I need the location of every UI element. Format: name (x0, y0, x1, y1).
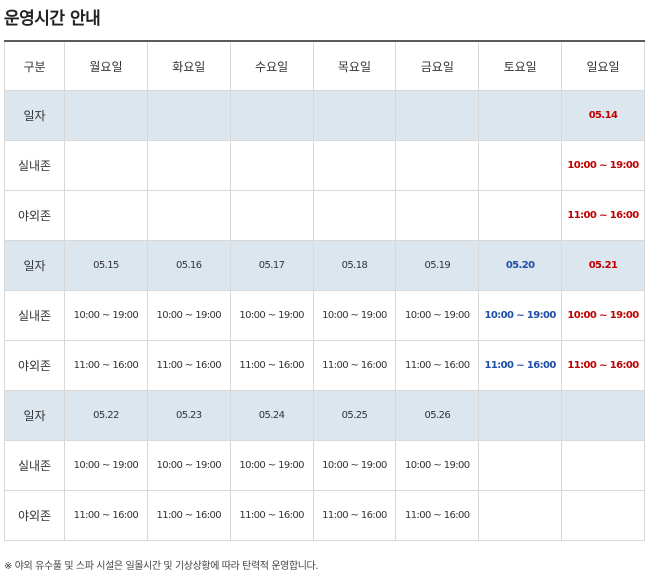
row-label: 실내존 (4, 290, 65, 341)
time-cell: 10:00 ~ 19:00 (146, 440, 231, 491)
date-cell: 05.19 (395, 240, 480, 291)
date-cell: 05.16 (146, 240, 231, 291)
time-cell: 10:00 ~ 19:00 (395, 440, 480, 491)
time-cell-saturday: 10:00 ~ 19:00 (478, 290, 563, 341)
row-label: 실내존 (4, 140, 65, 191)
time-cell-sunday (561, 440, 645, 491)
header-saturday: 토요일 (478, 40, 563, 91)
date-cell (146, 90, 231, 141)
time-cell (64, 190, 148, 241)
time-cell (146, 190, 231, 241)
time-cell (229, 190, 314, 241)
time-cell (229, 140, 314, 191)
date-cell: 05.17 (229, 240, 314, 291)
header-wednesday: 수요일 (229, 40, 314, 91)
date-cell (64, 90, 148, 141)
header-thursday: 목요일 (312, 40, 397, 91)
date-row: 일자 05.15 05.16 05.17 05.18 05.19 05.20 0… (4, 240, 645, 291)
date-cell-saturday: 05.20 (478, 240, 563, 291)
date-cell: 05.22 (64, 390, 148, 441)
time-cell: 11:00 ~ 16:00 (146, 340, 231, 391)
time-cell-sunday: 11:00 ~ 16:00 (561, 340, 645, 391)
date-cell (312, 90, 397, 141)
date-cell-sunday: 05.21 (561, 240, 645, 291)
header-friday: 금요일 (395, 40, 480, 91)
row-label: 야외존 (4, 340, 65, 391)
time-cell: 10:00 ~ 19:00 (395, 290, 480, 341)
time-cell: 10:00 ~ 19:00 (229, 440, 314, 491)
outdoor-row: 야외존 11:00 ~ 16:00 11:00 ~ 16:00 11:00 ~ … (4, 340, 645, 391)
time-cell: 11:00 ~ 16:00 (229, 490, 314, 541)
date-cell: 05.26 (395, 390, 480, 441)
time-cell-sunday: 11:00 ~ 16:00 (561, 190, 645, 241)
header-row: 구분 월요일 화요일 수요일 목요일 금요일 토요일 일요일 (4, 40, 645, 91)
time-cell-saturday (478, 190, 563, 241)
time-cell-sunday: 10:00 ~ 19:00 (561, 290, 645, 341)
time-cell: 10:00 ~ 19:00 (229, 290, 314, 341)
time-cell: 11:00 ~ 16:00 (312, 340, 397, 391)
time-cell: 10:00 ~ 19:00 (146, 290, 231, 341)
header-tuesday: 화요일 (146, 40, 231, 91)
time-cell (395, 140, 480, 191)
time-cell-saturday (478, 140, 563, 191)
time-cell-saturday: 11:00 ~ 16:00 (478, 340, 563, 391)
time-cell-saturday (478, 440, 563, 491)
outdoor-row: 야외존 11:00 ~ 16:00 (4, 190, 645, 241)
indoor-row: 실내존 10:00 ~ 19:00 10:00 ~ 19:00 10:00 ~ … (4, 440, 645, 491)
time-cell (395, 190, 480, 241)
date-row: 일자 05.22 05.23 05.24 05.25 05.26 (4, 390, 645, 441)
row-label: 일자 (4, 390, 65, 441)
time-cell: 11:00 ~ 16:00 (64, 490, 148, 541)
date-cell: 05.18 (312, 240, 397, 291)
date-cell: 05.23 (146, 390, 231, 441)
date-cell-sunday (561, 390, 645, 441)
date-cell-saturday (478, 390, 563, 441)
time-cell: 10:00 ~ 19:00 (64, 440, 148, 491)
time-cell (312, 140, 397, 191)
time-cell: 11:00 ~ 16:00 (312, 490, 397, 541)
time-cell: 11:00 ~ 16:00 (395, 490, 480, 541)
time-cell: 10:00 ~ 19:00 (64, 290, 148, 341)
row-label: 야외존 (4, 190, 65, 241)
indoor-row: 실내존 10:00 ~ 19:00 10:00 ~ 19:00 10:00 ~ … (4, 290, 645, 341)
date-cell (395, 90, 480, 141)
date-cell-sunday: 05.14 (561, 90, 645, 141)
time-cell (312, 190, 397, 241)
time-cell-saturday (478, 490, 563, 541)
date-row: 일자 05.14 (4, 90, 645, 141)
date-cell-saturday (478, 90, 563, 141)
header-sunday: 일요일 (561, 40, 645, 91)
date-cell (229, 90, 314, 141)
indoor-row: 실내존 10:00 ~ 19:00 (4, 140, 645, 191)
date-cell: 05.24 (229, 390, 314, 441)
schedule-table: 구분 월요일 화요일 수요일 목요일 금요일 토요일 일요일 일자 05.14 … (4, 40, 645, 541)
header-monday: 월요일 (64, 40, 148, 91)
outdoor-row: 야외존 11:00 ~ 16:00 11:00 ~ 16:00 11:00 ~ … (4, 490, 645, 541)
header-category: 구분 (4, 40, 65, 91)
date-cell: 05.25 (312, 390, 397, 441)
row-label: 야외존 (4, 490, 65, 541)
row-label: 실내존 (4, 440, 65, 491)
time-cell: 10:00 ~ 19:00 (312, 290, 397, 341)
time-cell: 11:00 ~ 16:00 (229, 340, 314, 391)
time-cell-sunday: 10:00 ~ 19:00 (561, 140, 645, 191)
date-cell: 05.15 (64, 240, 148, 291)
time-cell: 10:00 ~ 19:00 (312, 440, 397, 491)
page-title: 운영시간 안내 (4, 9, 101, 29)
time-cell: 11:00 ~ 16:00 (395, 340, 480, 391)
row-label: 일자 (4, 90, 65, 141)
time-cell: 11:00 ~ 16:00 (64, 340, 148, 391)
footnote: ※ 야외 유수풀 및 스파 시설은 일몰시간 및 기상상황에 따라 탄력적 운영… (4, 561, 319, 572)
time-cell (64, 140, 148, 191)
row-label: 일자 (4, 240, 65, 291)
time-cell-sunday (561, 490, 645, 541)
time-cell: 11:00 ~ 16:00 (146, 490, 231, 541)
time-cell (146, 140, 231, 191)
